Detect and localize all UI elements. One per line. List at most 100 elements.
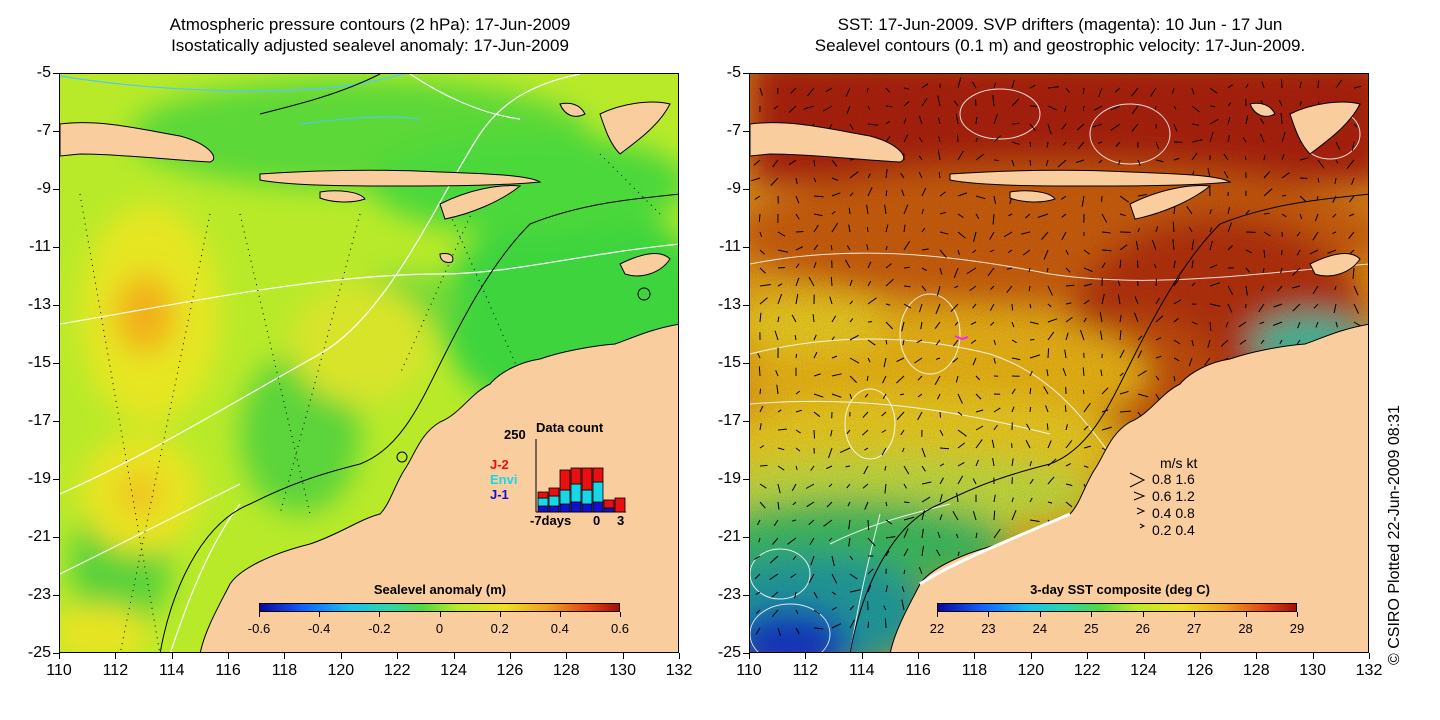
right-y-tick <box>743 537 749 538</box>
velocity-arrow <box>1313 303 1319 309</box>
velocity-arrow <box>903 483 907 489</box>
velocity-arrow <box>937 117 941 125</box>
left-y-tick-label: -5 <box>36 64 51 81</box>
velocity-arrow <box>990 285 995 290</box>
velocity-arrow <box>1245 249 1252 254</box>
velocity-arrow <box>921 83 929 89</box>
right-x-tick <box>1143 653 1145 659</box>
velocity-arrow <box>1281 131 1286 143</box>
velocity-arrow <box>885 105 893 108</box>
velocity-arrow <box>1061 123 1067 130</box>
velocity-arrow <box>975 195 986 200</box>
velocity-arrow <box>1079 329 1085 341</box>
velocity-arrow <box>1312 231 1319 241</box>
velocity-arrow <box>955 533 959 539</box>
right-x-tick <box>861 653 863 659</box>
velocity-arrow <box>1227 303 1233 313</box>
velocity-arrow <box>989 303 995 311</box>
right-y-tick-label: -23 <box>717 586 741 603</box>
velocity-arrow <box>1317 159 1325 169</box>
velocity-arrow <box>1118 159 1121 166</box>
velocity-arrow <box>1043 386 1049 395</box>
satellite-label-j1: J-1 <box>490 487 509 502</box>
velocity-arrow <box>777 465 785 471</box>
left-y-tick <box>53 479 59 480</box>
velocity-arrow <box>777 231 786 237</box>
right-y-tick-label: -13 <box>717 296 741 313</box>
velocity-arrow <box>885 536 896 539</box>
credit-text: © CSIRO Plotted 22-Jun-2009 08:31 <box>1386 405 1403 665</box>
velocity-arrow <box>1292 303 1301 312</box>
right-y-tick <box>743 189 749 190</box>
velocity-arrow <box>993 407 1001 413</box>
velocity-arrow <box>1135 240 1139 251</box>
velocity-arrow <box>1065 87 1070 93</box>
left-title-line2: Isostatically adjusted sealevel anomaly:… <box>171 36 569 55</box>
velocity-arrow <box>813 262 817 269</box>
velocity-arrow <box>1119 213 1126 217</box>
velocity-arrow <box>831 336 835 341</box>
velocity-arrow <box>939 463 945 467</box>
velocity-arrow <box>901 599 905 611</box>
histogram-bar <box>570 483 582 503</box>
velocity-arrow <box>788 159 797 166</box>
velocity-arrow <box>950 303 959 312</box>
velocity-arrow <box>970 321 977 325</box>
velocity-arrow <box>884 483 887 494</box>
velocity-arrow <box>1003 231 1013 238</box>
velocity-arrow <box>1065 284 1075 287</box>
velocity-arrow <box>813 351 818 359</box>
velocity-arrow <box>1137 350 1143 359</box>
left-y-tick-label: -19 <box>27 470 51 487</box>
left-y-tick-label: -11 <box>29 238 51 255</box>
velocity-arrow <box>777 249 789 253</box>
velocity-arrow <box>1191 105 1201 113</box>
velocity-arrow <box>829 296 833 305</box>
velocity-arrow <box>777 409 782 413</box>
velocity-arrow <box>1299 81 1302 89</box>
velocity-arrow <box>1227 285 1234 295</box>
velocity-arrow <box>1299 195 1307 202</box>
velocity-arrow <box>939 411 941 418</box>
velocity-arrow <box>992 213 995 225</box>
velocity-arrow <box>970 339 977 344</box>
histogram-bar <box>537 491 549 499</box>
velocity-arrow <box>957 249 960 255</box>
velocity-arrow <box>1260 339 1265 345</box>
velocity-arrow <box>902 447 905 453</box>
velocity-arrow <box>813 591 818 599</box>
left-colorbar-tick-label: 0.6 <box>610 621 630 636</box>
right-y-tick <box>743 479 749 480</box>
velocity-arrow <box>953 267 959 279</box>
data-count-histogram <box>535 439 626 513</box>
velocity-arrow <box>1263 249 1266 258</box>
velocity-arrow <box>885 120 890 125</box>
velocity-arrow <box>957 393 963 404</box>
velocity-arrow <box>1188 226 1193 233</box>
velocity-arrow <box>1011 458 1014 467</box>
velocity-arrow <box>885 501 888 507</box>
velocity-arrow <box>1262 267 1265 273</box>
velocity-arrow <box>1172 239 1175 251</box>
velocity-arrow <box>1063 141 1067 146</box>
velocity-arrow <box>849 589 861 593</box>
velocity-arrow <box>921 447 926 458</box>
velocity-arrow <box>867 357 871 363</box>
velocity-arrow <box>937 393 941 400</box>
velocity-arrow <box>866 375 869 381</box>
velocity-arrow <box>849 318 854 323</box>
velocity-arrow <box>795 609 799 615</box>
right-y-tick <box>743 653 749 654</box>
velocity-arrow <box>1353 123 1358 128</box>
velocity-arrow <box>849 555 854 561</box>
velocity-arrow <box>1101 262 1106 269</box>
velocity-arrow <box>1082 105 1085 112</box>
velocity-arrow <box>1191 282 1196 287</box>
right-colorbar-tick <box>1142 612 1144 617</box>
velocity-arrow <box>864 501 869 510</box>
left-colorbar-tick-label: -0.2 <box>368 621 391 636</box>
histogram-bar <box>559 469 571 491</box>
velocity-arrow <box>1155 226 1159 233</box>
velocity-arrow <box>849 300 854 305</box>
velocity-arrow <box>1098 159 1103 164</box>
